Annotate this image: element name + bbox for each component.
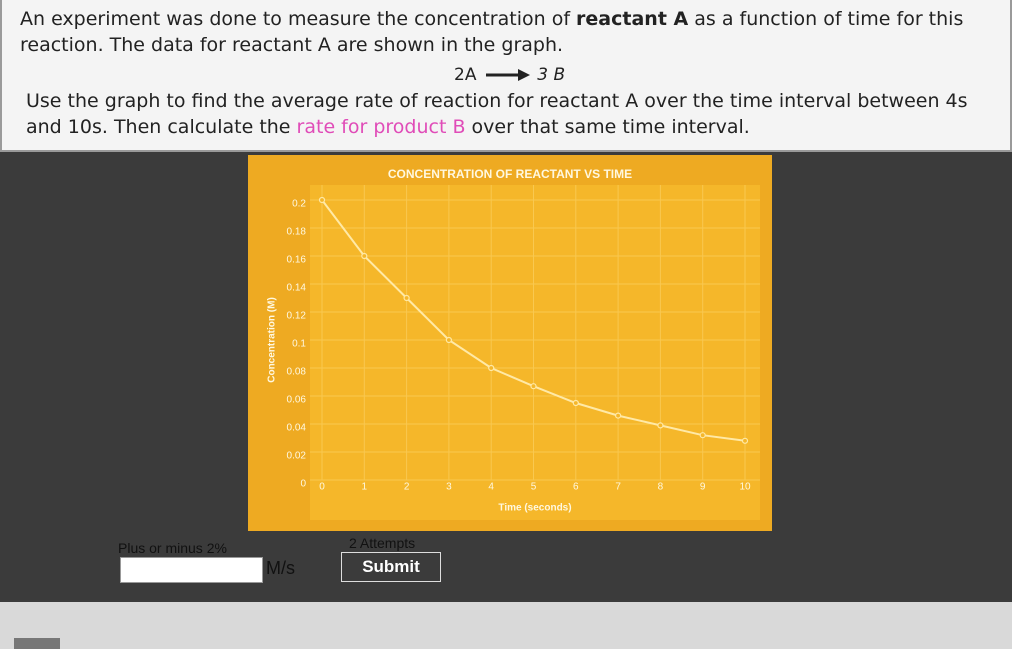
data-point xyxy=(699,432,706,439)
x-tick-label: 3 xyxy=(446,482,452,493)
product: 3 B xyxy=(537,65,566,85)
x-tick-label: 2 xyxy=(404,482,410,493)
tab xyxy=(14,638,60,649)
data-point xyxy=(657,422,664,429)
x-tick-label: 4 xyxy=(488,482,494,493)
y-tick-label: 0.1 xyxy=(292,339,306,350)
text: rate for product B xyxy=(296,116,466,138)
x-tick-label: 5 xyxy=(531,482,537,493)
x-tick-label: 7 xyxy=(615,482,621,493)
tolerance-label: Plus or minus 2% xyxy=(118,540,227,556)
answer-input[interactable] xyxy=(120,557,263,583)
question-panel: An experiment was done to measure the co… xyxy=(0,0,1012,152)
x-axis-label: Time (seconds) xyxy=(498,503,571,514)
x-tick-label: 10 xyxy=(739,482,751,493)
data-point xyxy=(403,294,410,302)
x-tick-label: 6 xyxy=(573,482,579,493)
y-tick-label: 0.18 xyxy=(287,227,307,238)
y-tick-label: 0.06 xyxy=(287,395,307,406)
question-text: An experiment was done to measure the co… xyxy=(20,6,1005,58)
text: Use the graph to find the average rate o… xyxy=(26,90,968,138)
plot-area xyxy=(310,185,760,520)
data-point xyxy=(318,196,326,204)
chart-title: CONCENTRATION OF REACTANT VS TIME xyxy=(388,167,632,181)
data-point xyxy=(530,383,537,390)
submit-button[interactable]: Submit xyxy=(341,552,441,582)
reaction: 2A 3 B xyxy=(454,62,565,88)
data-point xyxy=(361,252,368,260)
footer-bar xyxy=(0,602,1012,649)
data-point xyxy=(615,412,622,419)
x-tick-label: 0 xyxy=(319,482,325,493)
chart: CONCENTRATION OF REACTANT VS TIME Time (… xyxy=(248,155,772,531)
data-point xyxy=(741,437,749,444)
unit-label: M/s xyxy=(266,558,295,578)
text: An experiment was done to measure the co… xyxy=(20,8,577,30)
text: reactant A xyxy=(576,8,689,30)
y-tick-label: 0.08 xyxy=(287,367,307,378)
data-point xyxy=(488,364,495,372)
y-tick-label: 0 xyxy=(300,479,306,490)
y-tick-label: 0.2 xyxy=(292,199,306,210)
x-tick-label: 8 xyxy=(658,482,664,493)
text: as a function of time for this reaction.… xyxy=(20,8,964,56)
y-tick-label: 0.04 xyxy=(287,423,307,434)
x-tick-label: 9 xyxy=(700,482,706,493)
y-tick-label: 0.16 xyxy=(287,255,307,266)
reactant: 2A xyxy=(454,65,477,85)
y-tick-label: 0.14 xyxy=(287,283,307,294)
data-point xyxy=(572,399,579,407)
y-tick-label: 0.02 xyxy=(287,451,307,462)
x-tick-label: 1 xyxy=(362,482,368,493)
text: over that same time interval. xyxy=(465,116,750,138)
y-tick-label: 0.12 xyxy=(287,311,307,322)
y-axis-label: Concentration (M) xyxy=(267,297,278,383)
attempts-label: 2 Attempts xyxy=(349,535,416,551)
arrow xyxy=(485,69,530,81)
data-point xyxy=(445,336,452,344)
question-text: Use the graph to find the average rate o… xyxy=(26,88,1001,140)
